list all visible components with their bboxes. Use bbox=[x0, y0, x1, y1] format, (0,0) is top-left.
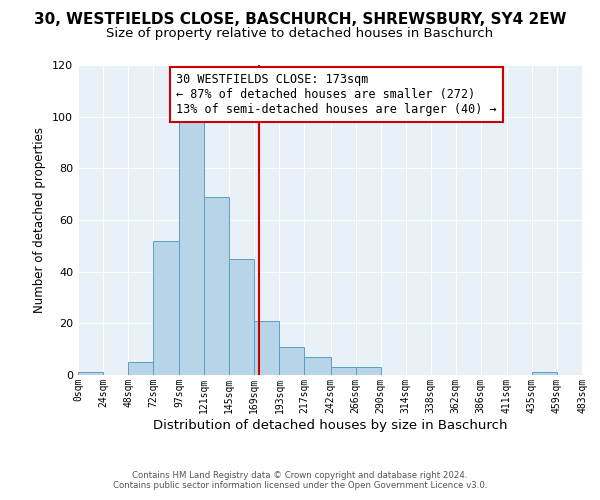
Bar bbox=[128, 362, 153, 375]
Bar bbox=[204, 196, 229, 375]
Bar bbox=[78, 372, 103, 375]
Bar bbox=[532, 372, 557, 375]
Bar bbox=[229, 259, 254, 375]
Text: Size of property relative to detached houses in Baschurch: Size of property relative to detached ho… bbox=[106, 28, 494, 40]
Text: Contains HM Land Registry data © Crown copyright and database right 2024.
Contai: Contains HM Land Registry data © Crown c… bbox=[113, 470, 487, 490]
Bar bbox=[304, 357, 331, 375]
X-axis label: Distribution of detached houses by size in Baschurch: Distribution of detached houses by size … bbox=[153, 418, 507, 432]
Bar bbox=[331, 367, 356, 375]
Bar bbox=[153, 240, 179, 375]
Y-axis label: Number of detached properties: Number of detached properties bbox=[34, 127, 46, 313]
Bar bbox=[356, 367, 380, 375]
Bar bbox=[179, 122, 204, 375]
Text: 30, WESTFIELDS CLOSE, BASCHURCH, SHREWSBURY, SY4 2EW: 30, WESTFIELDS CLOSE, BASCHURCH, SHREWSB… bbox=[34, 12, 566, 28]
Text: 30 WESTFIELDS CLOSE: 173sqm
← 87% of detached houses are smaller (272)
13% of se: 30 WESTFIELDS CLOSE: 173sqm ← 87% of det… bbox=[176, 72, 497, 116]
Bar bbox=[280, 346, 304, 375]
Bar bbox=[254, 321, 280, 375]
